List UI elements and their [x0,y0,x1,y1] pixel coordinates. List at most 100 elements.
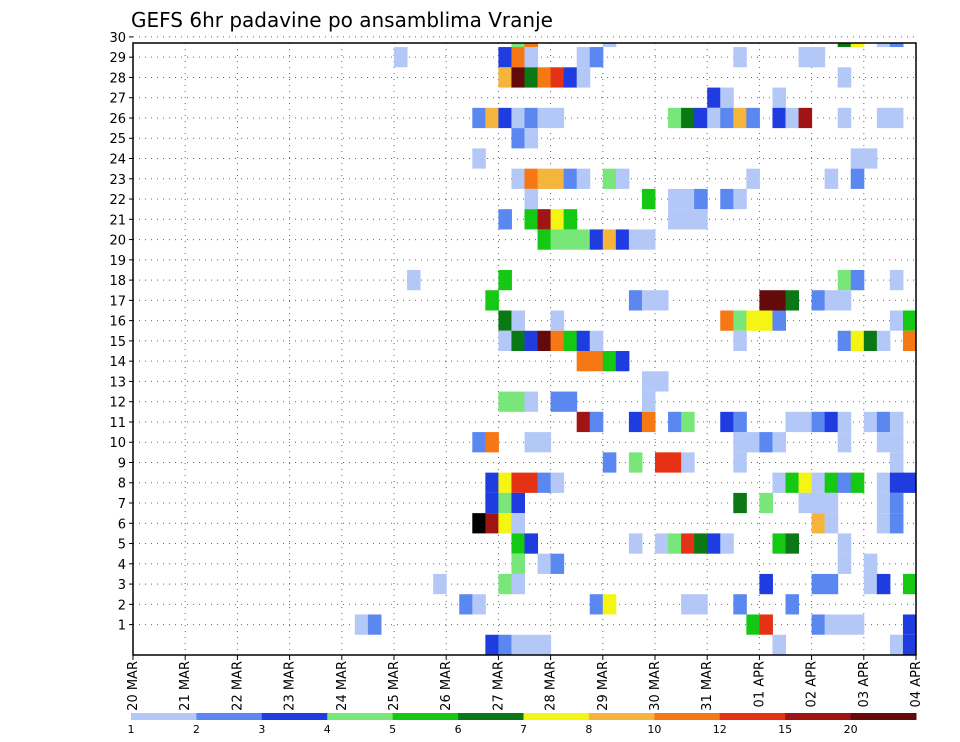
data-cell [811,513,826,534]
data-cell [902,330,917,352]
data-cell [498,107,512,129]
data-cell [889,432,904,453]
y-tick-label: 1 [118,619,126,634]
data-cell [498,330,512,352]
data-cell [537,168,552,189]
data-cell [811,492,826,514]
y-tick-label: 24 [109,153,126,168]
data-cell [524,43,539,48]
data-cell [550,330,565,352]
data-cell [537,553,552,574]
y-tick-label: 16 [109,315,126,330]
data-cell [824,411,839,433]
data-cell [811,472,826,493]
data-cell [615,351,630,372]
y-tick-label: 11 [109,416,126,431]
data-cell [772,87,786,108]
data-cell [837,472,852,493]
data-cell [524,67,539,88]
data-cell [850,148,865,169]
y-tick-label: 14 [109,355,126,370]
data-cell [733,330,747,352]
data-cell [576,330,591,352]
y-tick-label: 12 [109,396,126,411]
data-cell [850,168,865,189]
data-cell [733,411,747,433]
data-cell [576,351,591,372]
data-cell [498,573,512,595]
legend-swatch [261,713,328,720]
data-cell [863,411,878,433]
data-cell [824,290,839,311]
data-cell [694,594,708,615]
legend-label: 8 [585,723,592,736]
data-cell [641,411,656,433]
legend-swatch [523,713,590,720]
data-cell [485,107,499,129]
legend-swatch [719,713,786,720]
data-cell [628,290,643,311]
legend-label: 1 [128,723,135,736]
y-tick-label: 21 [109,213,126,228]
x-tick-label: 31 MAR [700,661,715,711]
data-cell [524,209,539,230]
data-cell [550,67,565,88]
data-cell [628,411,643,433]
data-cell [589,351,604,372]
y-tick-label: 13 [109,375,126,390]
data-cell [733,594,747,615]
data-cell [628,533,643,554]
data-cell [850,614,865,635]
data-cell [524,47,539,68]
data-cell [694,209,708,230]
x-tick-label: 01 APR [752,661,767,707]
data-cell [837,290,852,311]
data-cell [576,411,591,433]
data-cell [824,472,839,493]
data-cell [668,188,682,210]
data-cell [837,330,852,352]
data-cell [863,148,878,169]
data-cell [641,229,656,250]
data-cell [550,229,565,250]
plot-frame [132,42,917,656]
legend-swatch [654,713,721,720]
data-cell [511,533,525,554]
data-cell [498,634,512,655]
data-cell [889,452,904,473]
data-cell [550,472,565,493]
data-cell [681,411,695,433]
data-cell [811,573,826,595]
data-cell [511,310,525,331]
data-cell [694,188,708,210]
y-tick-label: 8 [118,477,126,492]
data-cell [576,47,591,68]
legend-label: 2 [193,723,200,736]
x-tick-label: 21 MAR [178,661,193,711]
data-cell [354,614,369,635]
x-tick-label: 29 MAR [596,661,611,711]
data-cell [367,614,382,635]
data-cell [498,47,512,68]
data-cell [746,614,760,635]
data-cell [576,229,591,250]
data-cell [511,472,525,493]
data-cell [746,168,760,189]
x-tick-label: 28 MAR [544,661,559,711]
data-cell [889,269,904,291]
data-cell [511,492,525,514]
data-cell [563,391,578,412]
data-cell [902,634,917,655]
data-cell [733,452,747,473]
data-cell [655,290,669,311]
data-cell [537,634,552,655]
data-cell [537,209,552,230]
data-cell [498,492,512,514]
x-tick-label: 26 MAR [439,661,454,711]
data-cell [668,107,682,129]
data-cell [876,43,891,48]
legend-swatch [588,713,655,720]
legend-label: 4 [324,723,331,736]
data-cell [876,330,891,352]
